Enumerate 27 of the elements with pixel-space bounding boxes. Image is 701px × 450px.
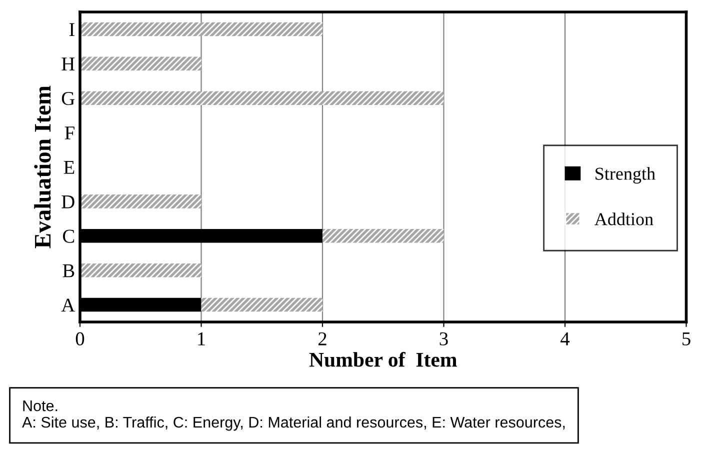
y-tick-label: A bbox=[61, 298, 75, 312]
y-tick-label: B bbox=[62, 264, 74, 278]
y-axis-title: Evaluation Item bbox=[34, 86, 51, 248]
y-tick-label: F bbox=[64, 126, 74, 140]
bar bbox=[80, 91, 444, 105]
x-tick-label: 2 bbox=[318, 332, 326, 346]
bar bbox=[322, 229, 444, 243]
x-tick-label: 4 bbox=[560, 332, 570, 346]
y-tick-label: H bbox=[62, 58, 75, 70]
legend-label: Addtion bbox=[594, 212, 654, 226]
bar bbox=[80, 263, 202, 278]
y-tick-label: G bbox=[62, 92, 75, 106]
bar bbox=[80, 56, 202, 71]
text: Note. A: Site use, B: Traffic, C: Energy, D: Material and resources, E: Water resources, bbox=[22, 400, 565, 431]
y-tick-label: C bbox=[62, 230, 74, 243]
legend-label: Strength bbox=[596, 167, 656, 184]
bar bbox=[201, 298, 322, 312]
x-tick-label: 3 bbox=[440, 332, 448, 346]
y-tick-label: E bbox=[64, 161, 74, 174]
bar bbox=[80, 194, 202, 208]
x-axis-title: Number of Item bbox=[309, 352, 457, 367]
x-tick-label: 0 bbox=[76, 332, 84, 346]
y-tick-label: I bbox=[69, 23, 74, 36]
x-tick-label: 5 bbox=[682, 332, 690, 346]
bar bbox=[80, 22, 322, 36]
y-tick-label: D bbox=[62, 195, 74, 208]
x-tick-label: 1 bbox=[198, 332, 205, 346]
